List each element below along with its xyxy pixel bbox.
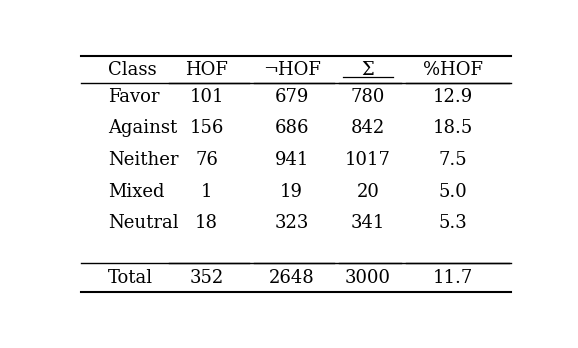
Text: 686: 686 xyxy=(275,119,309,137)
Text: Σ: Σ xyxy=(361,61,375,79)
Text: 352: 352 xyxy=(190,269,224,286)
Text: 18.5: 18.5 xyxy=(433,119,473,137)
Text: Neutral: Neutral xyxy=(108,214,179,232)
Text: Favor: Favor xyxy=(108,88,160,106)
Text: 5.3: 5.3 xyxy=(439,214,468,232)
Text: 941: 941 xyxy=(275,151,309,169)
Text: 3000: 3000 xyxy=(345,269,391,286)
Text: 5.0: 5.0 xyxy=(439,183,468,200)
Text: %HOF: %HOF xyxy=(423,61,483,79)
Text: 76: 76 xyxy=(195,151,218,169)
Text: 341: 341 xyxy=(351,214,385,232)
Text: 12.9: 12.9 xyxy=(433,88,473,106)
Text: 19: 19 xyxy=(280,183,303,200)
Text: Total: Total xyxy=(108,269,153,286)
Text: Mixed: Mixed xyxy=(108,183,165,200)
Text: 780: 780 xyxy=(351,88,385,106)
Text: ¬HOF: ¬HOF xyxy=(263,61,321,79)
Text: 156: 156 xyxy=(190,119,224,137)
Text: HOF: HOF xyxy=(185,61,228,79)
Text: 11.7: 11.7 xyxy=(433,269,473,286)
Text: Neither: Neither xyxy=(108,151,179,169)
Text: 101: 101 xyxy=(190,88,224,106)
Text: 679: 679 xyxy=(275,88,309,106)
Text: 842: 842 xyxy=(351,119,385,137)
Text: Class: Class xyxy=(108,61,157,79)
Text: 18: 18 xyxy=(195,214,218,232)
Text: 1: 1 xyxy=(201,183,212,200)
Text: 1017: 1017 xyxy=(345,151,391,169)
Text: 2648: 2648 xyxy=(269,269,314,286)
Text: 20: 20 xyxy=(357,183,379,200)
Text: 323: 323 xyxy=(275,214,309,232)
Text: Against: Against xyxy=(108,119,177,137)
Text: 7.5: 7.5 xyxy=(439,151,468,169)
